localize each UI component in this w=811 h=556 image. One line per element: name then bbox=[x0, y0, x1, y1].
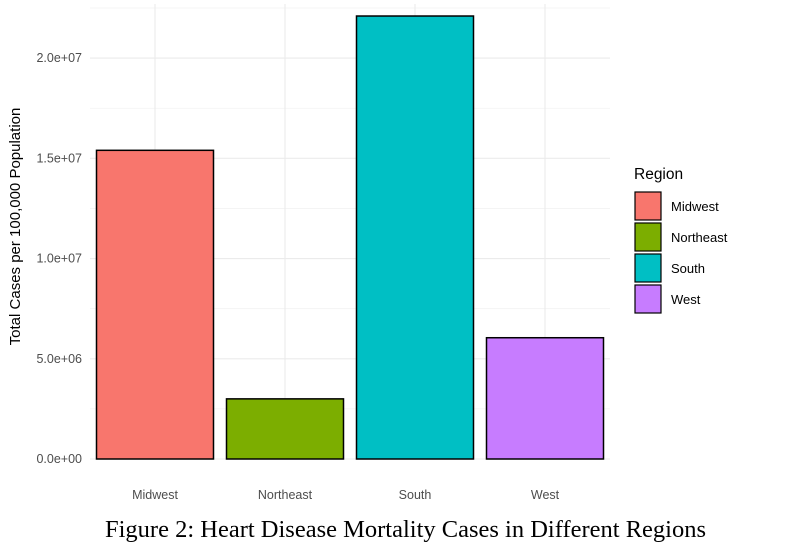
legend-label: Midwest bbox=[671, 199, 719, 214]
y-tick-label: 0.0e+00 bbox=[36, 452, 82, 466]
legend-key-northeast bbox=[634, 222, 662, 252]
legend-label: Northeast bbox=[671, 230, 728, 245]
bar-south bbox=[355, 15, 475, 460]
x-tick-label: Northeast bbox=[258, 488, 313, 502]
legend: Region Midwest Northeast South West bbox=[634, 166, 728, 314]
legend-key-midwest bbox=[634, 191, 662, 221]
y-tick-label: 1.0e+07 bbox=[36, 252, 82, 266]
legend-label: South bbox=[671, 261, 705, 276]
x-tick-label: South bbox=[399, 488, 432, 502]
legend-key-west bbox=[634, 284, 662, 314]
y-axis-title: Total Cases per 100,000 Population bbox=[7, 108, 24, 346]
x-tick-label: West bbox=[531, 488, 560, 502]
legend-title: Region bbox=[634, 166, 683, 183]
legend-label: West bbox=[671, 292, 701, 307]
x-tick-label: Midwest bbox=[132, 488, 178, 502]
x-axis-ticks: Midwest Northeast South West bbox=[132, 488, 560, 502]
y-tick-label: 1.5e+07 bbox=[36, 151, 82, 165]
y-tick-label: 2.0e+07 bbox=[36, 51, 82, 65]
figure-caption: Figure 2: Heart Disease Mortality Cases … bbox=[104, 516, 707, 543]
legend-key-south bbox=[634, 253, 662, 283]
bar-midwest bbox=[95, 149, 215, 460]
bars bbox=[95, 15, 605, 460]
bar-west bbox=[485, 336, 605, 460]
bar-chart: 0.0e+00 5.0e+06 1.0e+07 1.5e+07 2.0e+07 Midw… bbox=[7, 4, 728, 502]
y-tick-label: 5.0e+06 bbox=[36, 352, 82, 366]
y-axis-ticks: 0.0e+00 5.0e+06 1.0e+07 1.5e+07 2.0e+07 bbox=[36, 51, 82, 466]
bar-northeast bbox=[225, 398, 345, 460]
legend-items: Midwest Northeast South West bbox=[634, 191, 728, 314]
